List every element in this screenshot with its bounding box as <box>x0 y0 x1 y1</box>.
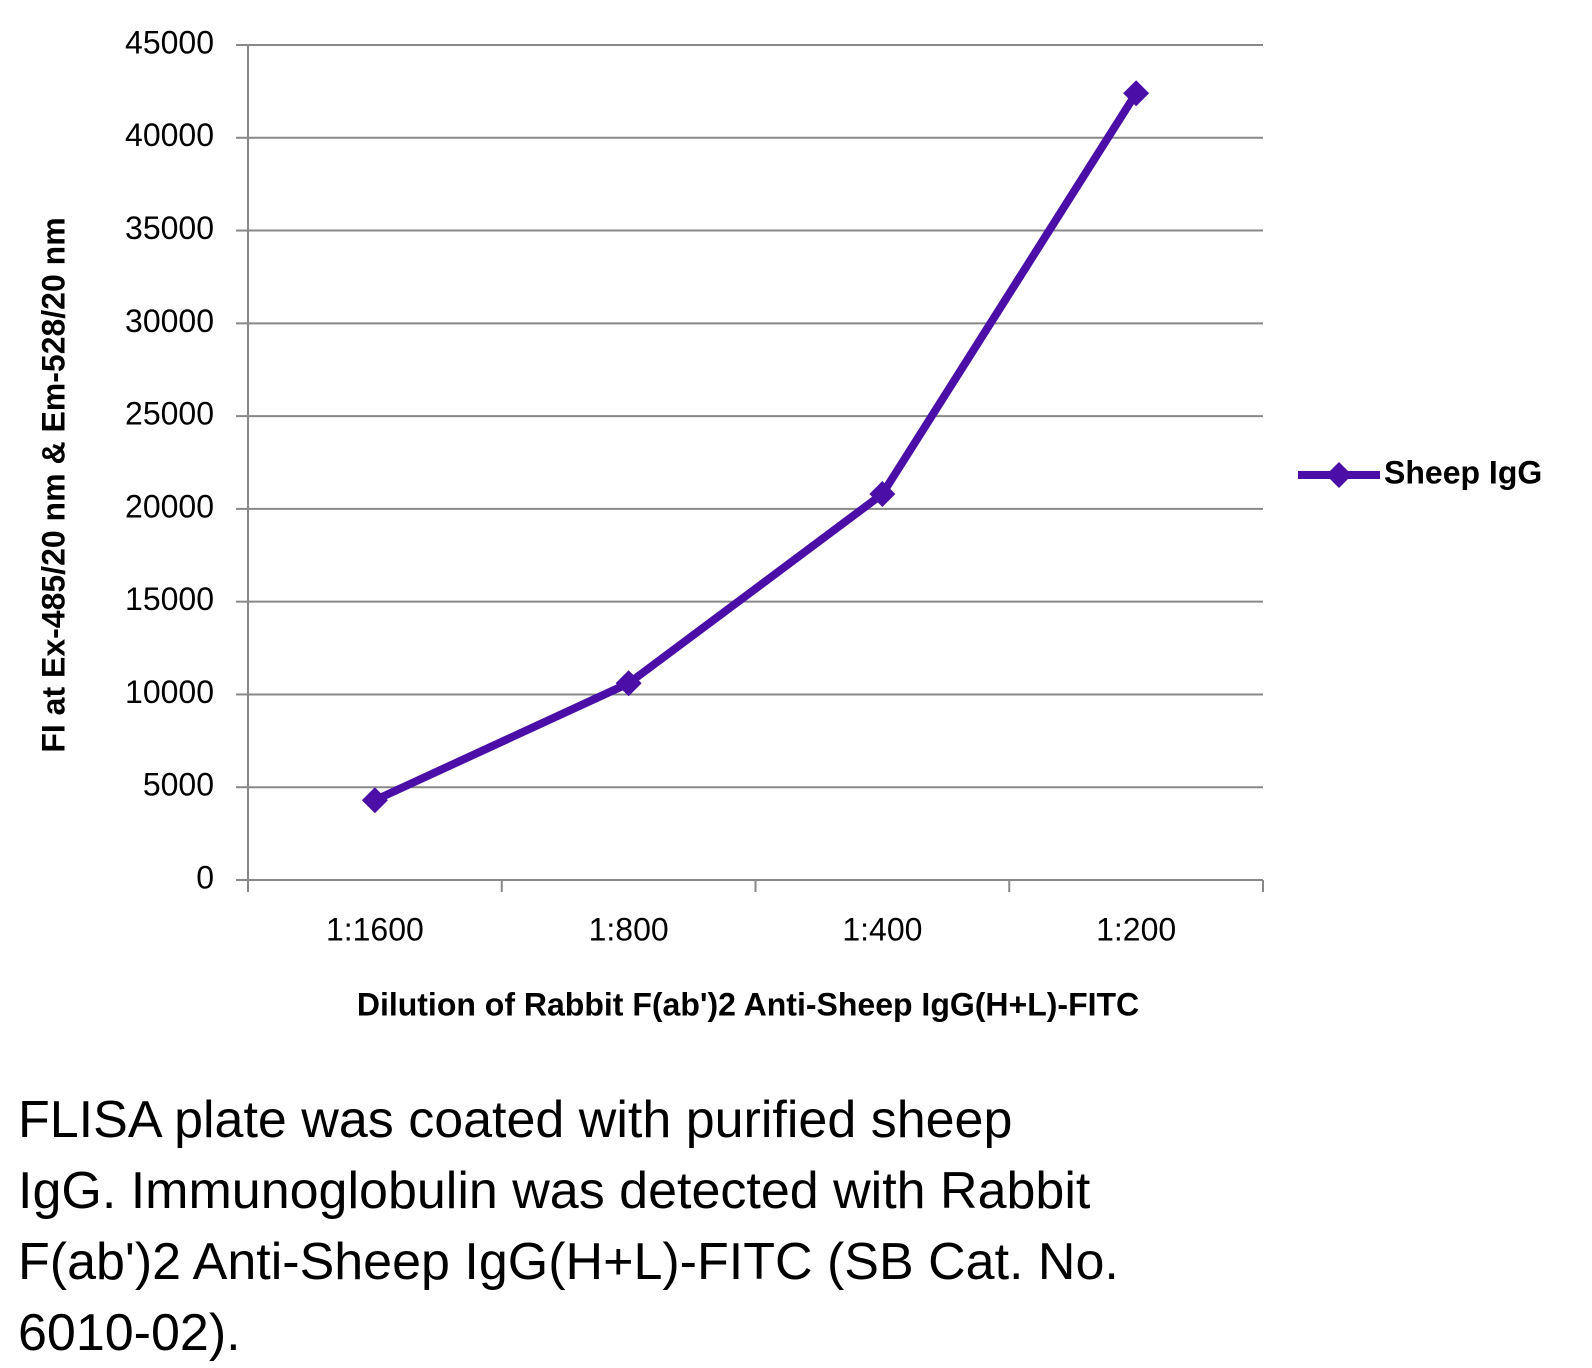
y-tick-label: 25000 <box>125 396 214 432</box>
y-tick-label: 5000 <box>143 767 214 803</box>
y-axis-title: FI at Ex-485/20 nm & Em-528/20 nm <box>35 217 71 752</box>
marker <box>1123 80 1150 107</box>
marker <box>615 670 642 697</box>
caption-line: 6010-02). <box>18 1304 241 1362</box>
caption-line: F(ab')2 Anti-Sheep IgG(H+L)-FITC (SB Cat… <box>18 1233 1119 1291</box>
y-tick-label: 35000 <box>125 210 214 246</box>
y-tick-label: 45000 <box>125 24 214 60</box>
x-tick-label: 1:1600 <box>326 911 424 947</box>
x-tick-label: 1:400 <box>842 911 922 947</box>
y-tick-label: 20000 <box>125 488 214 524</box>
x-tick-label: 1:200 <box>1096 911 1176 947</box>
marker <box>869 481 896 508</box>
y-tick-label: 10000 <box>125 674 214 710</box>
x-axis-title: Dilution of Rabbit F(ab')2 Anti-Sheep Ig… <box>357 986 1139 1022</box>
caption-line: IgG. Immunoglobulin was detected with Ra… <box>18 1162 1091 1220</box>
y-tick-label: 30000 <box>125 303 214 339</box>
legend-label: Sheep IgG <box>1384 454 1542 490</box>
legend-marker <box>1326 462 1352 488</box>
marker <box>361 787 388 814</box>
caption-line: FLISA plate was coated with purified she… <box>18 1091 1012 1149</box>
y-tick-label: 15000 <box>125 581 214 617</box>
series-line <box>373 91 1140 804</box>
y-tick-label: 0 <box>196 859 214 895</box>
y-tick-label: 40000 <box>125 117 214 153</box>
x-tick-label: 1:800 <box>589 911 669 947</box>
